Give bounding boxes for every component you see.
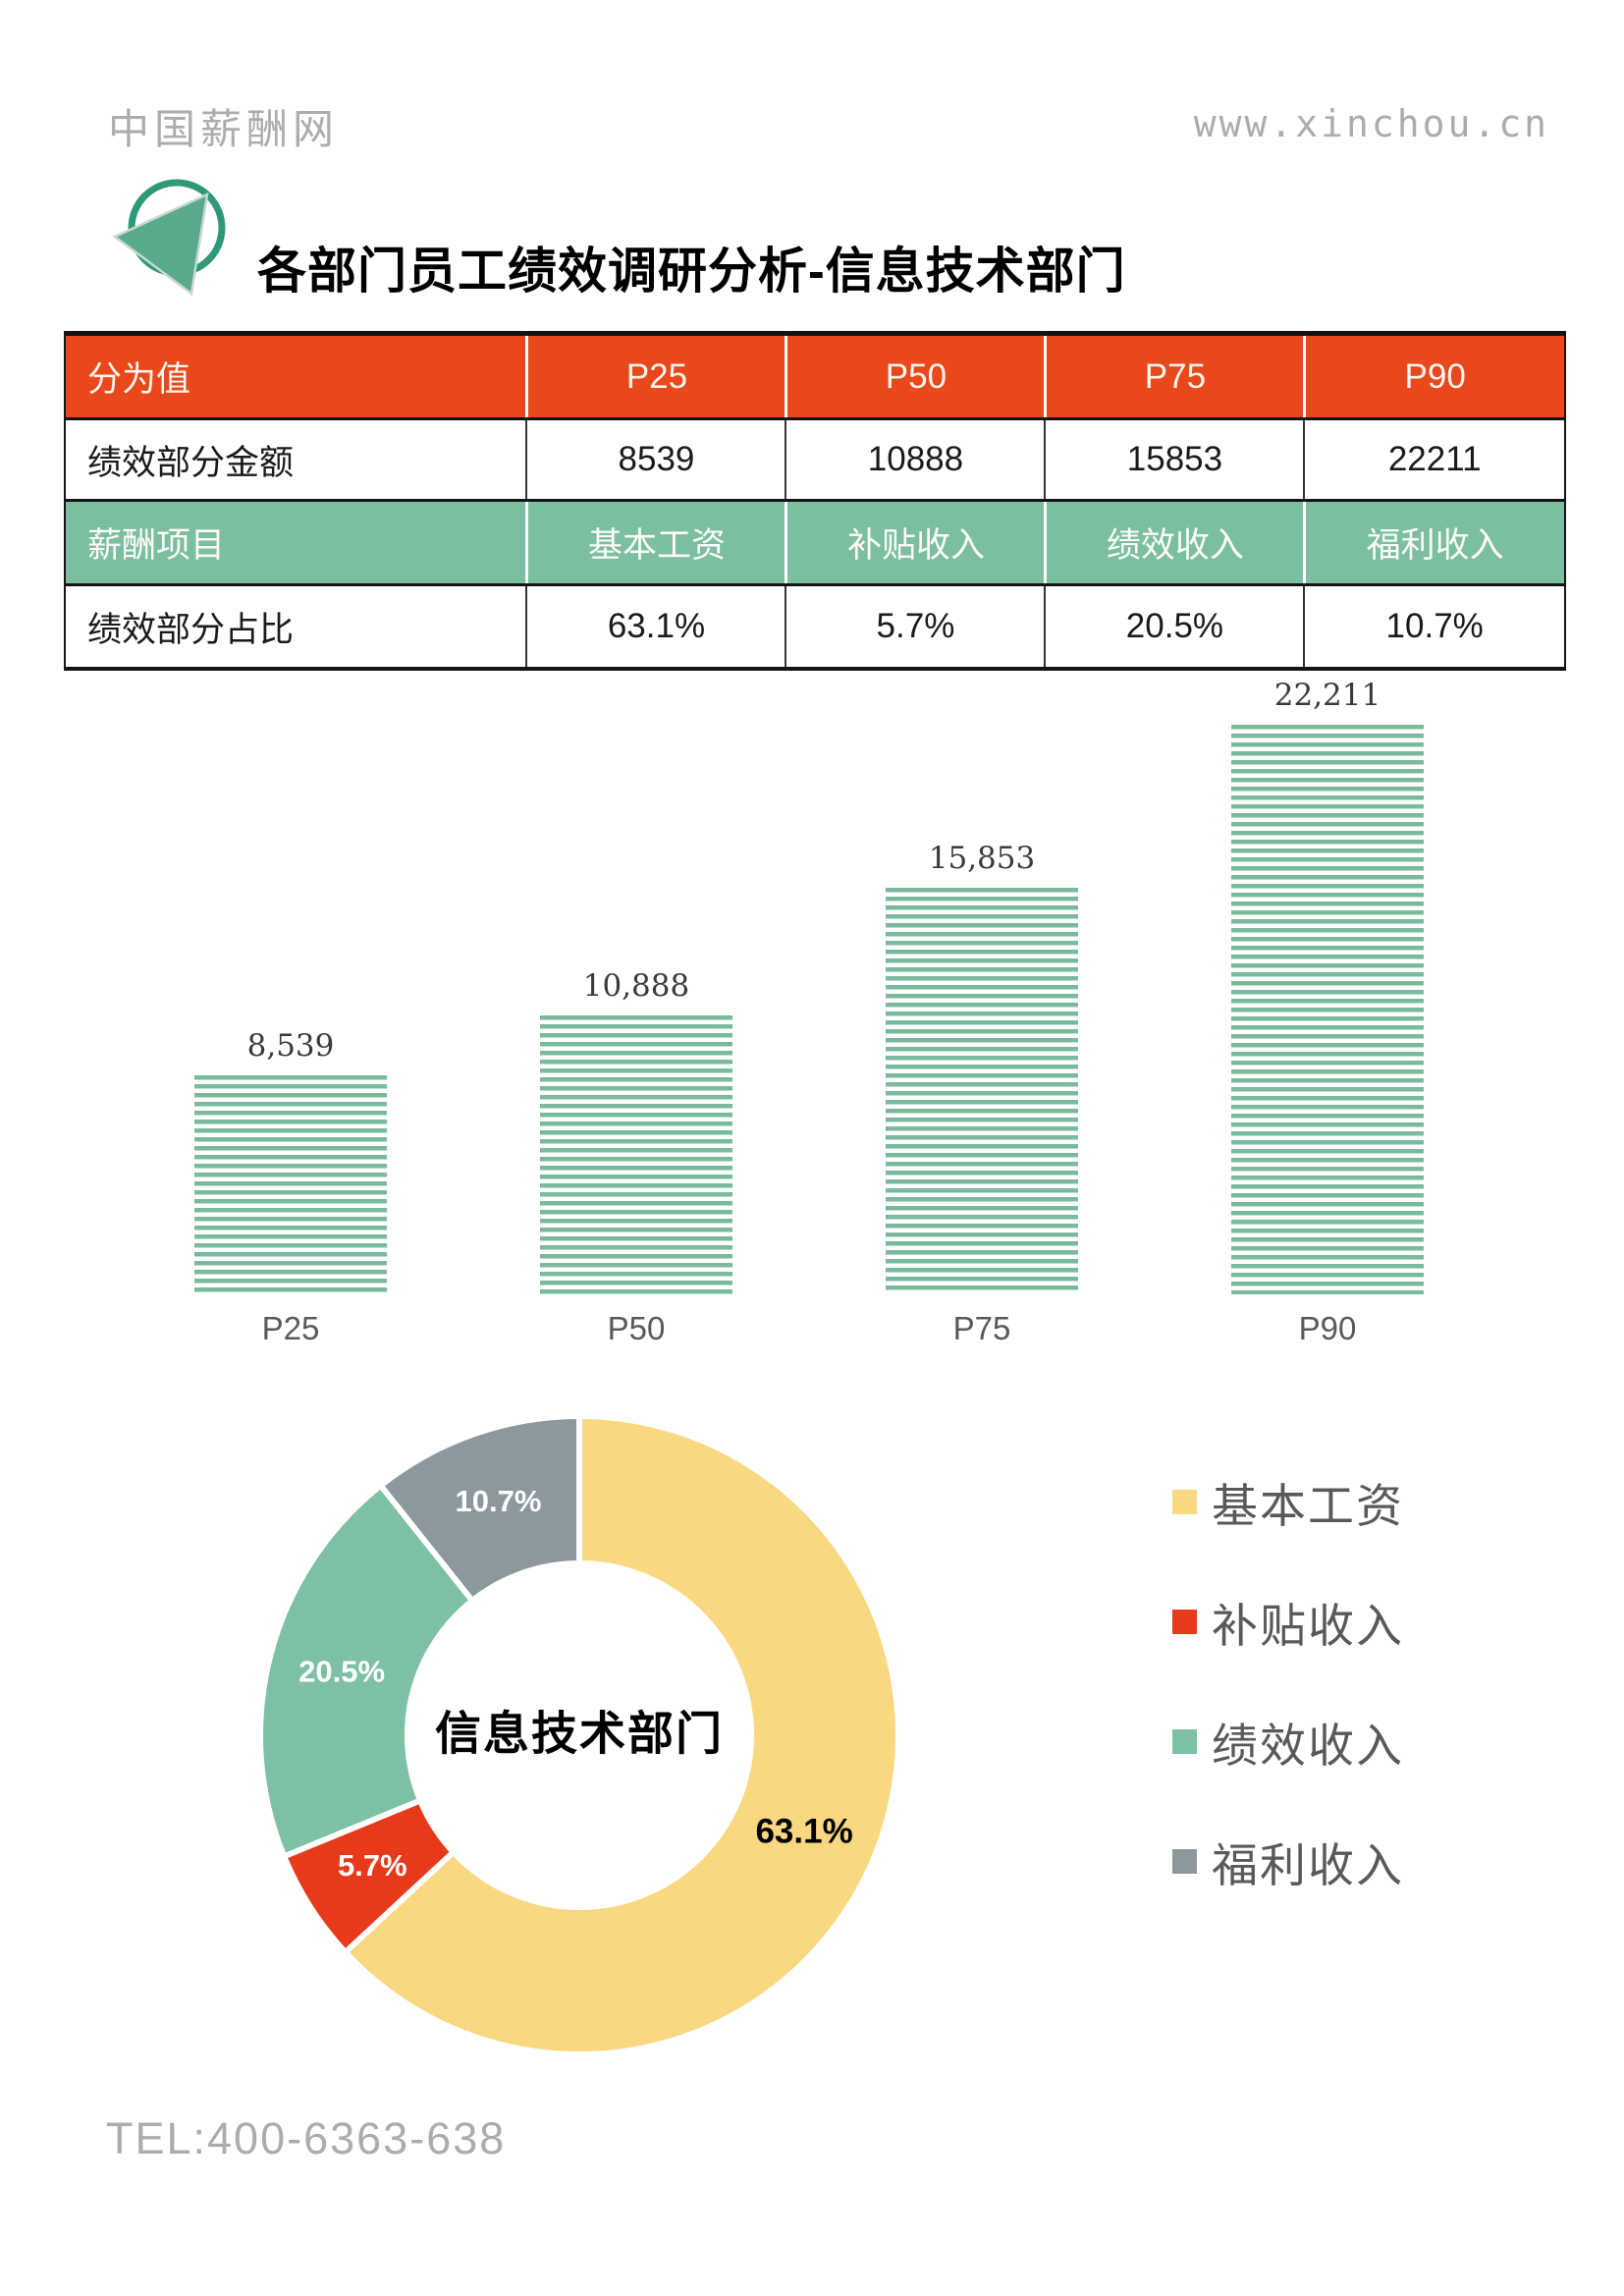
legend-item: 补贴收入 <box>1172 1596 1404 1652</box>
table-cell: P90 <box>1303 336 1564 417</box>
table-cell: 绩效收入 <box>1044 502 1303 583</box>
table-cell: 15853 <box>1044 420 1303 499</box>
pie-percent-label: 5.7% <box>338 1848 407 1883</box>
bar <box>886 888 1078 1294</box>
salary-table: 分为值 P25 P50 P75 P90 绩效部分金额 8539 10888 15853 22211… <box>64 331 1566 671</box>
pie-slice-4 <box>382 1419 579 1599</box>
legend-swatch <box>1172 1489 1197 1514</box>
bar <box>1231 725 1424 1294</box>
legend-label: 补贴收入 <box>1212 1599 1404 1652</box>
table-cell: 20.5% <box>1044 586 1303 667</box>
legend-item: 绩效收入 <box>1172 1716 1404 1772</box>
table-cell: 基本工资 <box>525 502 785 583</box>
pie-slice-separator <box>343 1847 458 1955</box>
logo-icon <box>112 165 238 309</box>
table-cell: 10.7% <box>1303 586 1564 667</box>
legend-swatch <box>1172 1848 1197 1874</box>
legend: 基本工资补贴收入绩效收入福利收入 <box>1172 1476 1404 1955</box>
bar <box>540 1015 732 1294</box>
bar-value-label: 15,853 <box>928 841 1036 876</box>
pie-slice-3 <box>262 1488 471 1856</box>
donut-center-label: 信息技术部门 <box>435 1707 724 1759</box>
legend-label: 基本工资 <box>1212 1479 1404 1532</box>
table-cell: 补贴收入 <box>785 502 1044 583</box>
bar <box>194 1075 387 1294</box>
legend-label: 福利收入 <box>1212 1838 1404 1891</box>
legend-label: 绩效收入 <box>1212 1719 1404 1772</box>
table-cell: 福利收入 <box>1303 502 1564 583</box>
bar-axis-label: P25 <box>261 1310 320 1346</box>
table-cell: P25 <box>525 336 785 417</box>
bar-value-label: 10,888 <box>582 968 690 1004</box>
site-name: 中国薪酬网 <box>108 106 340 152</box>
table-cell: 10888 <box>785 420 1044 499</box>
tel-footer: TEL:400-6363-638 <box>106 2113 507 2163</box>
table-cell: 63.1% <box>525 586 785 667</box>
table-cell: 22211 <box>1303 420 1564 499</box>
pie-slice-separator <box>378 1483 477 1606</box>
table-row-label: 绩效部分占比 <box>87 610 295 649</box>
pie-slice-1 <box>347 1419 896 2051</box>
table-row-label: 薪酬项目 <box>87 526 226 565</box>
table-row: 薪酬项目 基本工资 补贴收入 绩效收入 福利收入 <box>66 499 1564 583</box>
table-cell: 5.7% <box>785 586 1044 667</box>
legend-item: 基本工资 <box>1172 1476 1404 1532</box>
table-cell: 8539 <box>525 420 785 499</box>
pie-slice-separator <box>283 1796 425 1860</box>
legend-swatch <box>1172 1609 1197 1634</box>
donut-chart: 63.1% 5.7% 20.5% 10.7% 信息技术部门 <box>262 1416 896 2051</box>
legend-swatch <box>1172 1728 1197 1754</box>
bar-axis-label: P90 <box>1298 1310 1357 1346</box>
table-row: 分为值 P25 P50 P75 P90 <box>66 336 1564 417</box>
bar-axis-label: P50 <box>607 1310 666 1346</box>
legend-item: 福利收入 <box>1172 1835 1404 1891</box>
bar-axis-label: P75 <box>952 1310 1011 1346</box>
table-row: 绩效部分占比 63.1% 5.7% 20.5% 10.7% <box>66 583 1564 667</box>
table-row-label: 分为值 <box>87 360 191 399</box>
site-url: www.xinchou.cn <box>1193 102 1549 145</box>
pie-percent-label: 20.5% <box>298 1654 385 1688</box>
table-row-label: 绩效部分金额 <box>87 443 295 482</box>
page-title: 各部门员工绩效调研分析-信息技术部门 <box>257 243 1126 299</box>
bar-value-label: 8,539 <box>246 1028 335 1064</box>
pie-percent-label: 10.7% <box>456 1484 542 1518</box>
table-cell: P75 <box>1044 336 1303 417</box>
table-cell: P50 <box>785 336 1044 417</box>
pie-percent-label: 63.1% <box>755 1812 852 1850</box>
bar-chart: 8,539 P25 10,888 P50 15,853 P75 22,211 P90 <box>0 678 1624 1355</box>
table-row: 绩效部分金额 8539 10888 15853 22211 <box>66 417 1564 499</box>
bar-value-label: 22,211 <box>1273 678 1381 713</box>
